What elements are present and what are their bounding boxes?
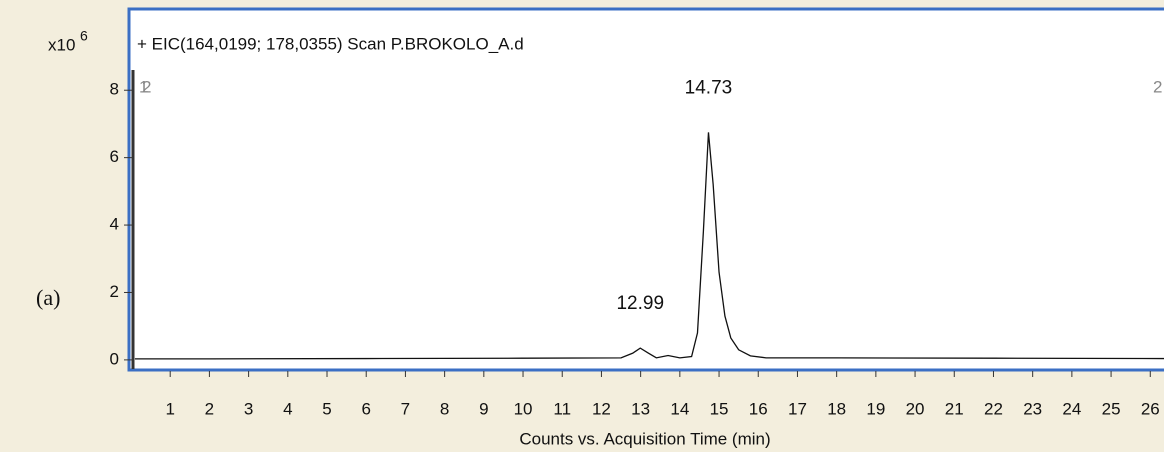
- cursor-label: 2: [1153, 77, 1162, 96]
- x-tick-label: 5: [322, 399, 331, 418]
- x-tick-label: 10: [514, 399, 533, 418]
- x-tick-label: 26: [1141, 399, 1160, 418]
- x-tick-label: 1: [165, 399, 174, 418]
- x-tick-label: 22: [984, 399, 1003, 418]
- y-tick-label: 8: [110, 80, 119, 99]
- y-exponent: 6: [80, 28, 88, 44]
- x-tick-label: 16: [749, 399, 768, 418]
- x-tick-label: 25: [1102, 399, 1121, 418]
- x-tick-label: 19: [866, 399, 885, 418]
- x-tick-label: 11: [553, 399, 571, 418]
- chart-title: + EIC(164,0199; 178,0355) Scan P.BROKOLO…: [137, 34, 524, 53]
- x-axis-title: Counts vs. Acquisition Time (min): [519, 429, 770, 448]
- x-tick-label: 23: [1023, 399, 1042, 418]
- x-tick-label: 12: [592, 399, 611, 418]
- y-tick-label: 6: [110, 147, 119, 166]
- x-tick-label: 18: [827, 399, 846, 418]
- plot-frame: [127, 7, 1164, 372]
- y-tick-label: 4: [110, 215, 119, 234]
- x-tick-label: 14: [670, 399, 689, 418]
- x-tick-label: 20: [906, 399, 925, 418]
- cursor-label: 2: [142, 77, 151, 96]
- x-tick-label: 24: [1062, 399, 1081, 418]
- x-tick-label: 2: [205, 399, 214, 418]
- y-multiplier: x10: [48, 35, 75, 54]
- x-tick-label: 13: [631, 399, 650, 418]
- chromatogram-line: [134, 132, 1164, 360]
- x-tick-label: 3: [244, 399, 253, 418]
- panel-label: (a): [36, 285, 60, 310]
- y-tick-label: 2: [110, 282, 119, 301]
- x-tick-label: 7: [401, 399, 410, 418]
- peak-label: 12.99: [616, 293, 664, 314]
- x-tick-label: 15: [710, 399, 729, 418]
- x-tick-label: 8: [440, 399, 449, 418]
- cursor-label: 1: [139, 77, 148, 96]
- peak-label: 14.73: [685, 77, 733, 98]
- y-tick-label: 0: [110, 349, 119, 368]
- x-tick-label: 21: [945, 399, 964, 418]
- x-tick-label: 4: [283, 399, 292, 418]
- x-tick-label: 6: [361, 399, 370, 418]
- x-tick-label: 9: [479, 399, 488, 418]
- x-tick-label: 17: [788, 399, 807, 418]
